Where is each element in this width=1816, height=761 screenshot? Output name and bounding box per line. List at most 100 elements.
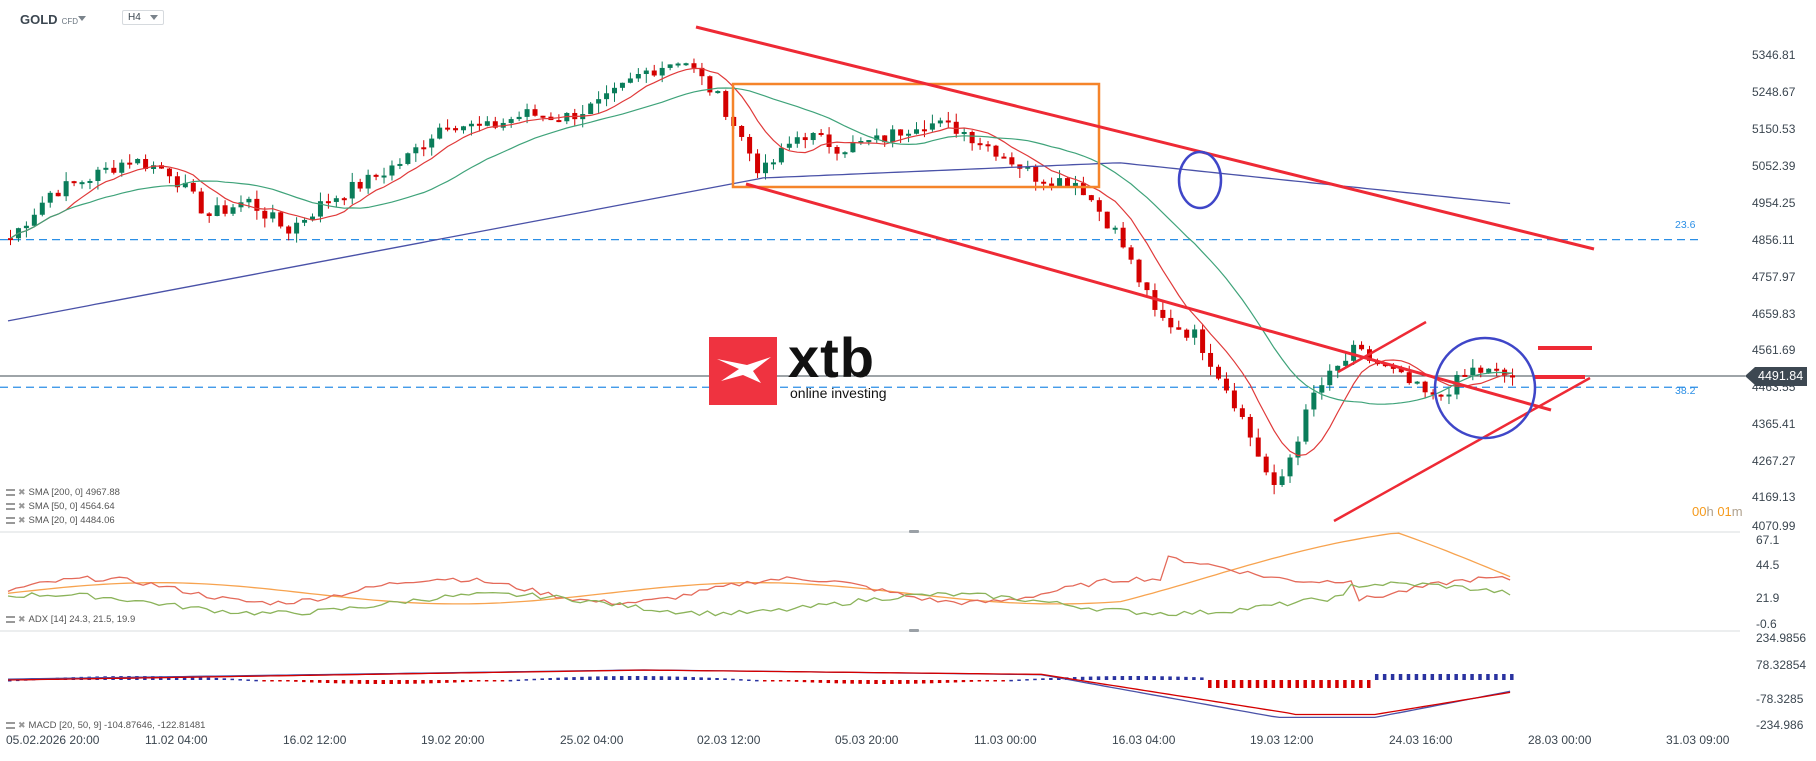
- candle-body: [365, 174, 371, 189]
- price-axis-label: 4169.13: [1752, 490, 1796, 504]
- panel-resize-handle[interactable]: [909, 530, 919, 533]
- close-icon[interactable]: ✖: [18, 515, 26, 525]
- indicator-settings-icon[interactable]: [6, 616, 15, 623]
- macd-histogram-bar: [238, 679, 242, 681]
- legend-text: ADX [14] 24.3, 21.5, 19.9: [28, 614, 136, 626]
- time-axis-label: 11.02 04:00: [145, 733, 208, 747]
- macd-histogram-bar: [1462, 674, 1466, 680]
- candle-body: [635, 74, 641, 79]
- legend-text: SMA [50, 0] 4564.64: [28, 501, 115, 513]
- indicator-settings-icon[interactable]: [6, 517, 15, 524]
- macd-histogram-bar: [421, 680, 425, 684]
- time-axis-label: 31.03 09:00: [1666, 733, 1730, 747]
- candle-body: [47, 192, 53, 203]
- macd-histogram-bar: [341, 680, 346, 684]
- fib-level-label-38-2: 38.2: [1675, 385, 1696, 397]
- candle-body: [1414, 381, 1420, 384]
- macd-histogram-bar: [1033, 678, 1037, 681]
- macd-histogram-bar: [643, 676, 648, 680]
- candle-body: [508, 119, 514, 123]
- candle-body: [278, 212, 284, 227]
- macd-histogram-bar: [532, 678, 537, 681]
- macd-histogram-bar: [1223, 680, 1228, 688]
- candle-body: [906, 133, 912, 136]
- macd-histogram-bar: [254, 679, 258, 682]
- macd-histogram-bar: [453, 680, 457, 683]
- candle-body: [119, 162, 125, 173]
- macd-histogram-bar: [1144, 676, 1148, 680]
- chevron-down-icon[interactable]: [78, 16, 86, 21]
- candle-body: [8, 238, 13, 241]
- candle-body: [929, 123, 935, 130]
- macd-histogram-bar: [977, 680, 982, 682]
- candle-body: [810, 133, 816, 141]
- panel-resize-handle[interactable]: [909, 629, 919, 632]
- candle-body: [596, 99, 602, 104]
- timeframe-select[interactable]: H4: [122, 10, 164, 25]
- candle-body: [1223, 378, 1229, 391]
- macd-histogram-bar: [182, 676, 187, 680]
- macd-histogram-bar: [1287, 680, 1292, 688]
- candle-body: [826, 134, 832, 148]
- candle-body: [850, 142, 856, 153]
- macd-histogram-bar: [1072, 677, 1077, 680]
- indicator-settings-icon[interactable]: [6, 489, 15, 496]
- macd-histogram-bar: [1271, 680, 1276, 688]
- macd-histogram-bar: [310, 680, 314, 683]
- indicator-settings-icon[interactable]: [6, 722, 15, 729]
- macd-histogram-bar: [246, 679, 250, 681]
- macd-axis-label: -78.3285: [1756, 692, 1804, 706]
- close-icon[interactable]: ✖: [18, 720, 26, 730]
- candle-body: [222, 205, 228, 214]
- macd-histogram-bar: [500, 680, 505, 682]
- macd-histogram-bar: [953, 680, 958, 683]
- time-axis-label: 16.03 04:00: [1112, 733, 1176, 747]
- candle-body: [818, 133, 824, 136]
- macd-histogram-bar: [842, 680, 846, 684]
- candle-body: [286, 226, 292, 234]
- macd-histogram-bar: [874, 680, 878, 684]
- candle-body: [866, 140, 872, 143]
- consolidation-rectangle: [731, 82, 1101, 189]
- macd-histogram-bar: [1263, 680, 1268, 688]
- candle-body: [763, 162, 768, 174]
- macd-histogram-bar: [294, 680, 298, 682]
- candle-body: [683, 63, 689, 66]
- macd-histogram-bar: [564, 677, 568, 680]
- candle-body: [103, 167, 109, 170]
- macd-histogram-bar: [1335, 680, 1339, 688]
- macd-histogram-bar: [1247, 680, 1252, 688]
- macd-histogram-bar: [317, 680, 322, 683]
- candle-body: [516, 116, 522, 120]
- close-icon[interactable]: ✖: [18, 487, 26, 497]
- candle-body: [1216, 366, 1221, 379]
- x-logo-icon: [717, 357, 771, 383]
- macd-axis-label: 78.32854: [1756, 658, 1807, 672]
- symbol-selector[interactable]: GOLD CFD: [20, 12, 78, 27]
- macd-histogram-bar: [214, 677, 219, 680]
- macd-histogram-bar: [1152, 676, 1156, 680]
- candle-body: [1271, 472, 1277, 485]
- macd-histogram-bar: [683, 676, 688, 680]
- candle-body: [413, 147, 419, 154]
- candle-body: [1382, 364, 1388, 367]
- candle-body: [1478, 367, 1484, 373]
- candle-body: [1319, 385, 1325, 393]
- candle-body: [341, 198, 347, 201]
- candle-body: [461, 126, 466, 131]
- candle-body: [389, 165, 395, 176]
- close-icon[interactable]: ✖: [18, 614, 26, 624]
- macd-histogram-bar: [1502, 674, 1506, 680]
- candle-body: [1510, 375, 1516, 378]
- candle-body: [1049, 183, 1055, 187]
- indicator-settings-icon[interactable]: [6, 503, 15, 510]
- legend-text: SMA [200, 0] 4967.88: [28, 487, 120, 499]
- macd-histogram-bar: [1398, 674, 1403, 680]
- close-icon[interactable]: ✖: [18, 501, 26, 511]
- candle-body: [651, 70, 657, 76]
- candle-body: [1072, 182, 1078, 187]
- candle-body: [182, 182, 188, 188]
- macd-histogram-bar: [1279, 680, 1284, 688]
- macd-histogram-bar: [675, 676, 680, 680]
